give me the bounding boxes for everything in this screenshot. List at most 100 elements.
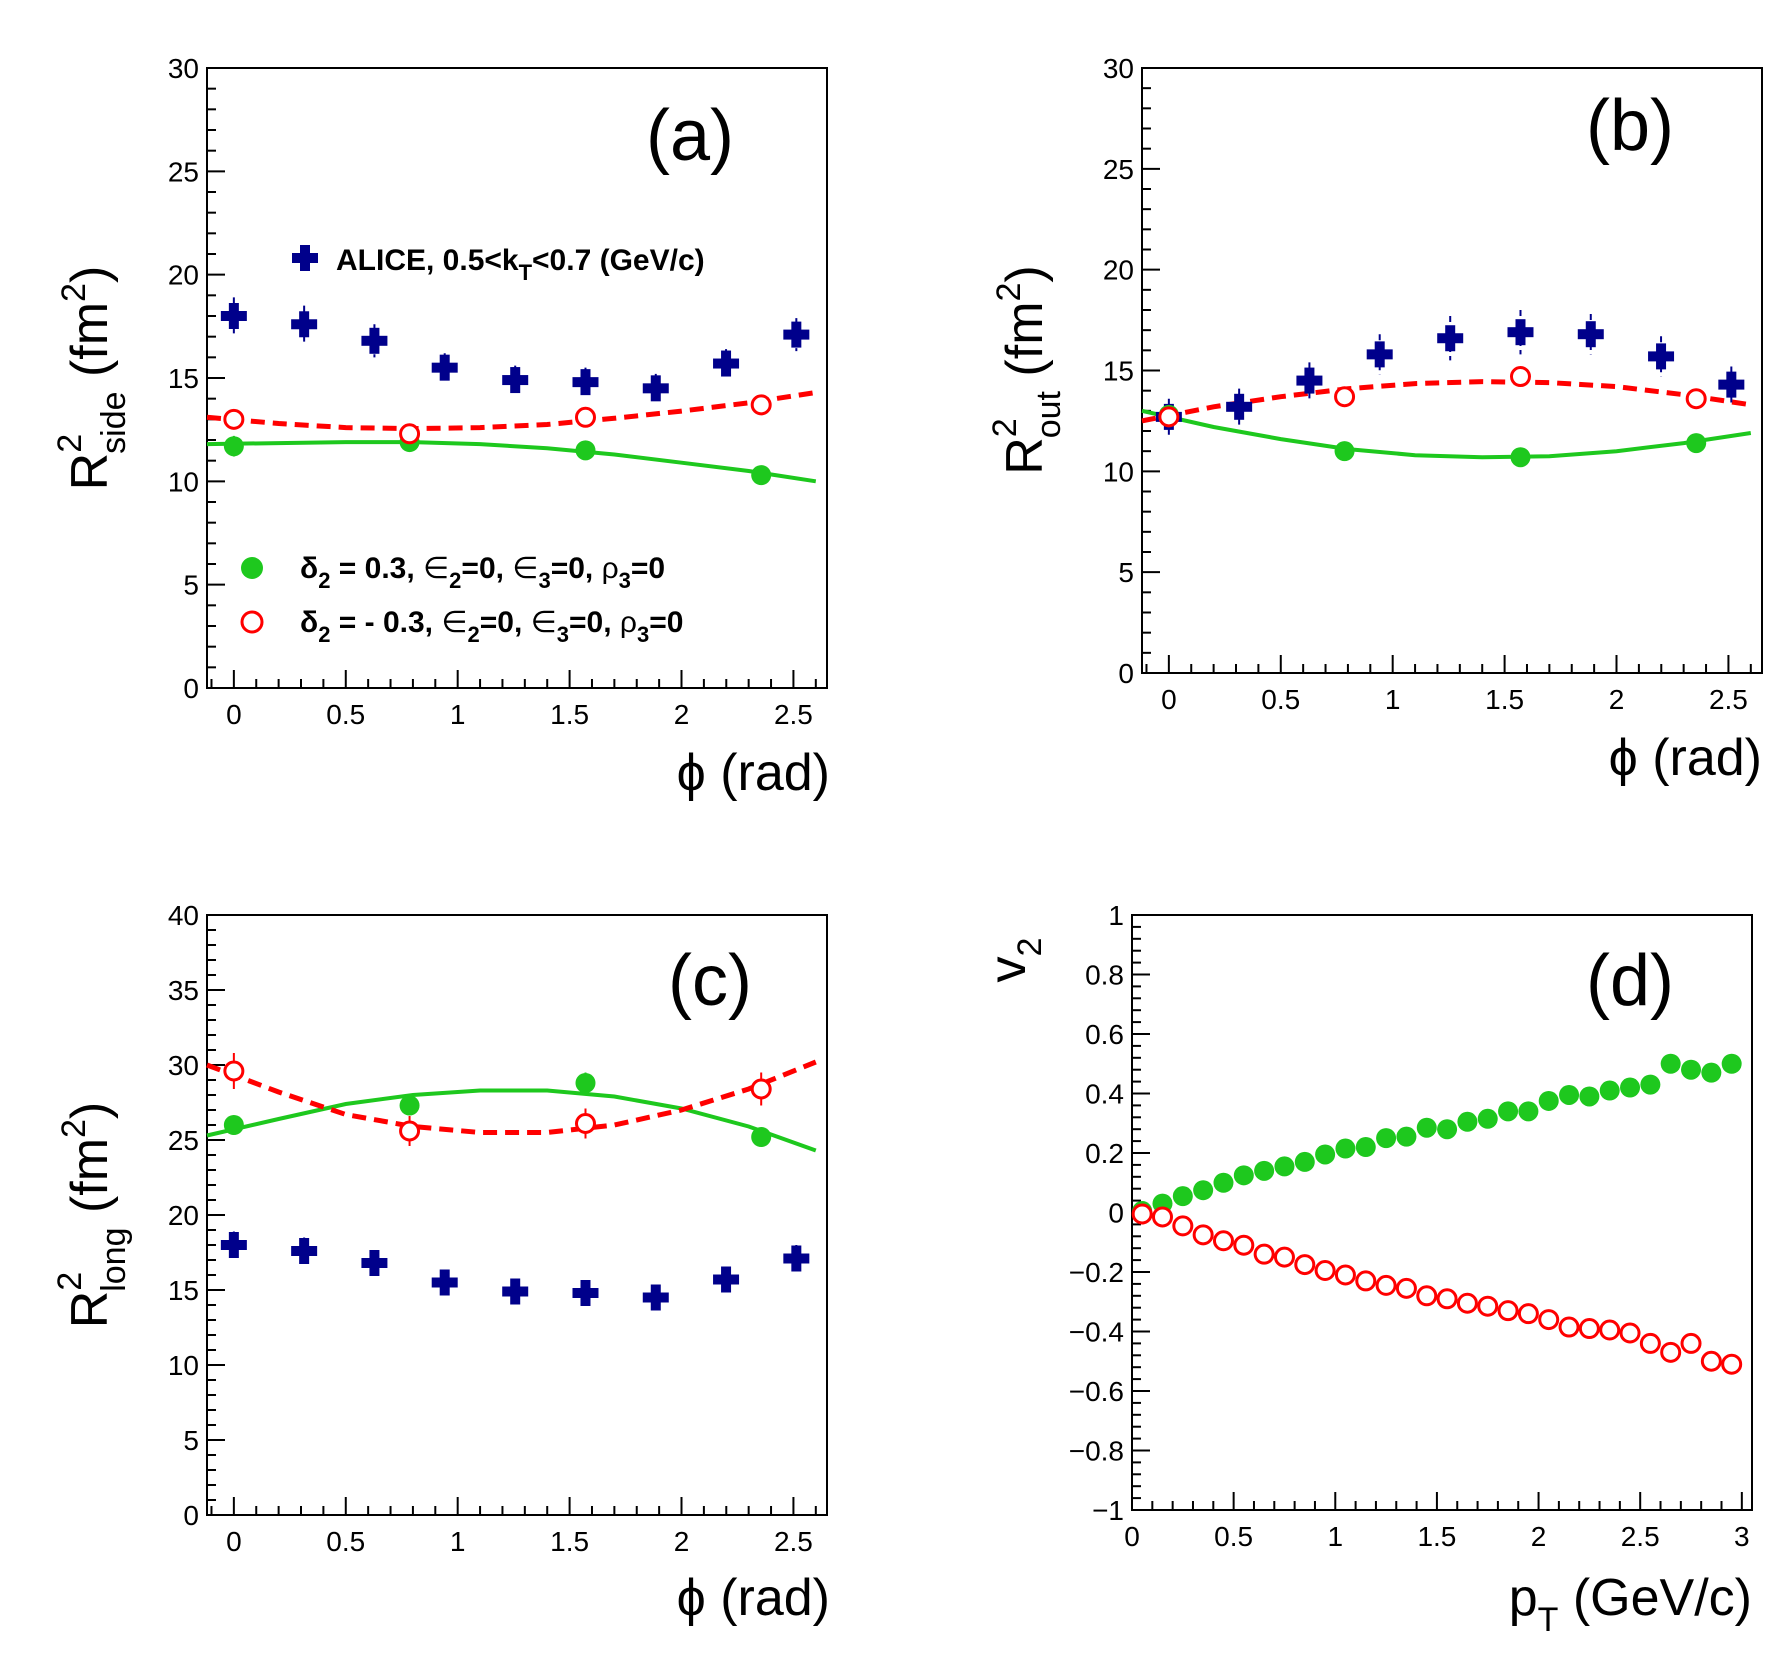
- data-point: [575, 440, 596, 461]
- x-tick-label: 1: [1385, 684, 1401, 715]
- red-ring-marker: [1558, 1316, 1580, 1338]
- data-point: [1686, 433, 1707, 454]
- y-tick-label: 0.8: [1085, 960, 1124, 991]
- x-axis-title-a: ϕ (rad): [677, 744, 830, 802]
- y-tick-label: 30: [168, 1050, 199, 1081]
- legend-red-label: δ2 = - 0.3, ∈2=0, ∈3=0, ρ3=0: [300, 606, 683, 647]
- x-tick-label: 0: [226, 1526, 242, 1557]
- data-point: [1477, 1108, 1498, 1129]
- x-tick-label: 0: [1161, 684, 1177, 715]
- x-tick-label: 1.5: [1417, 1521, 1456, 1552]
- panel-tag-b: (b): [1586, 86, 1674, 166]
- red-ring-marker: [399, 423, 421, 445]
- red-ring-marker: [399, 1120, 421, 1142]
- y-tick-label: 5: [183, 570, 199, 601]
- red-ring-marker: [1517, 1303, 1539, 1325]
- x-tick-label: 0: [1124, 1521, 1140, 1552]
- x-tick-label: 2: [674, 1526, 690, 1557]
- alice-marker-v: [1515, 319, 1526, 346]
- x-tick-label: 0.5: [326, 1526, 365, 1557]
- data-point: [1233, 1234, 1255, 1256]
- alice-marker-v: [510, 1278, 521, 1305]
- red-ring-marker: [1700, 1350, 1722, 1372]
- x-tick-label: 1: [1327, 1521, 1343, 1552]
- data-point: [223, 435, 244, 457]
- data-point: [1274, 1156, 1295, 1177]
- data-point: [1579, 1086, 1600, 1107]
- green-dot-marker: [1274, 1156, 1295, 1177]
- red-ring-marker: [1477, 1295, 1499, 1317]
- data-point: [642, 1284, 669, 1311]
- data-point: [1172, 1186, 1193, 1207]
- data-point: [1685, 388, 1707, 410]
- data-point: [642, 373, 669, 403]
- curves-c: [206, 1059, 817, 1153]
- red-ring-marker: [1355, 1270, 1377, 1292]
- alice-marker-v: [791, 1245, 802, 1272]
- data-point: [1681, 1059, 1702, 1080]
- red-ring-marker: [1253, 1243, 1275, 1265]
- green-dot-marker: [751, 1127, 772, 1147]
- y-tick-label: 40: [168, 900, 199, 931]
- alice-marker-v: [228, 303, 239, 329]
- data-point: [1538, 1309, 1560, 1331]
- green-dot-marker: [1559, 1084, 1580, 1105]
- red-ring-marker: [1212, 1230, 1234, 1252]
- green-dot-marker: [1396, 1126, 1417, 1147]
- panel-tag-a: (a): [646, 96, 734, 176]
- data-point: [1273, 1246, 1295, 1268]
- green-dot-marker: [1640, 1074, 1661, 1095]
- alice-marker-v: [721, 350, 732, 377]
- x-tick-label: 0.5: [326, 699, 365, 730]
- data-point: [1640, 1074, 1661, 1095]
- data-point: [399, 1095, 420, 1116]
- green-solid-curve: [206, 1088, 817, 1153]
- alice-marker-v: [1726, 371, 1737, 398]
- green-dot-marker: [1254, 1160, 1275, 1181]
- data-point: [1334, 441, 1355, 462]
- alice-marker-v: [439, 354, 450, 381]
- y-tick-label: 10: [168, 1350, 199, 1381]
- data-point: [1253, 1243, 1275, 1265]
- data-point: [1648, 336, 1675, 377]
- data-point: [1416, 1117, 1437, 1138]
- alice-marker-v: [369, 1250, 380, 1276]
- red-ring-marker: [1334, 386, 1356, 408]
- axes-c: 0 0.5 1 1.5 2 2.5 0 5 10 15 20 25 30 35 40: [168, 900, 817, 1557]
- legend-alice-label: ALICE, 0.5<kT<0.7 (GeV/c): [336, 244, 705, 285]
- data-point: [1315, 1144, 1336, 1165]
- alice-marker-v: [721, 1266, 732, 1293]
- x-axis-title-d: pT (GeV/c): [1509, 1569, 1752, 1639]
- data-point: [223, 1115, 244, 1135]
- y-axis-title-a: R2 side (fm2): [51, 266, 133, 491]
- green-dot-marker: [1457, 1111, 1478, 1132]
- green-dot-marker: [1355, 1137, 1376, 1158]
- red-ring-marker: [1685, 388, 1707, 410]
- green-dot-marker: [1294, 1151, 1315, 1172]
- data-point: [1457, 1111, 1478, 1132]
- alice-marker-v: [510, 367, 521, 394]
- alice-marker-v: [299, 1238, 310, 1264]
- data-point: [1212, 1230, 1234, 1252]
- x-tick-label: 0.5: [1261, 684, 1300, 715]
- data-point: [713, 1266, 740, 1293]
- alice-marker-v: [1445, 325, 1456, 352]
- green-dot-marker: [1213, 1172, 1234, 1193]
- red-ring-marker: [1314, 1260, 1336, 1282]
- legend-a: ALICE, 0.5<kT<0.7 (GeV/c) δ2 = 0.3, ∈2=0…: [240, 244, 705, 647]
- alice-marker-v: [580, 369, 591, 396]
- data-point: [399, 1116, 421, 1146]
- green-dot-marker: [1315, 1144, 1336, 1165]
- red-ring-marker: [750, 1078, 772, 1100]
- data-point: [1294, 1254, 1316, 1276]
- red-ring-marker: [1538, 1309, 1560, 1331]
- data-point: [1151, 1206, 1173, 1228]
- y-tick-label: 15: [168, 363, 199, 394]
- data-point: [1619, 1322, 1641, 1344]
- data-point: [1700, 1350, 1722, 1372]
- data-point: [1497, 1300, 1519, 1322]
- red-ring-marker: [1192, 1224, 1214, 1246]
- data-point: [1416, 1285, 1438, 1307]
- y-tick-label: 30: [168, 53, 199, 84]
- data-point: [1559, 1084, 1580, 1105]
